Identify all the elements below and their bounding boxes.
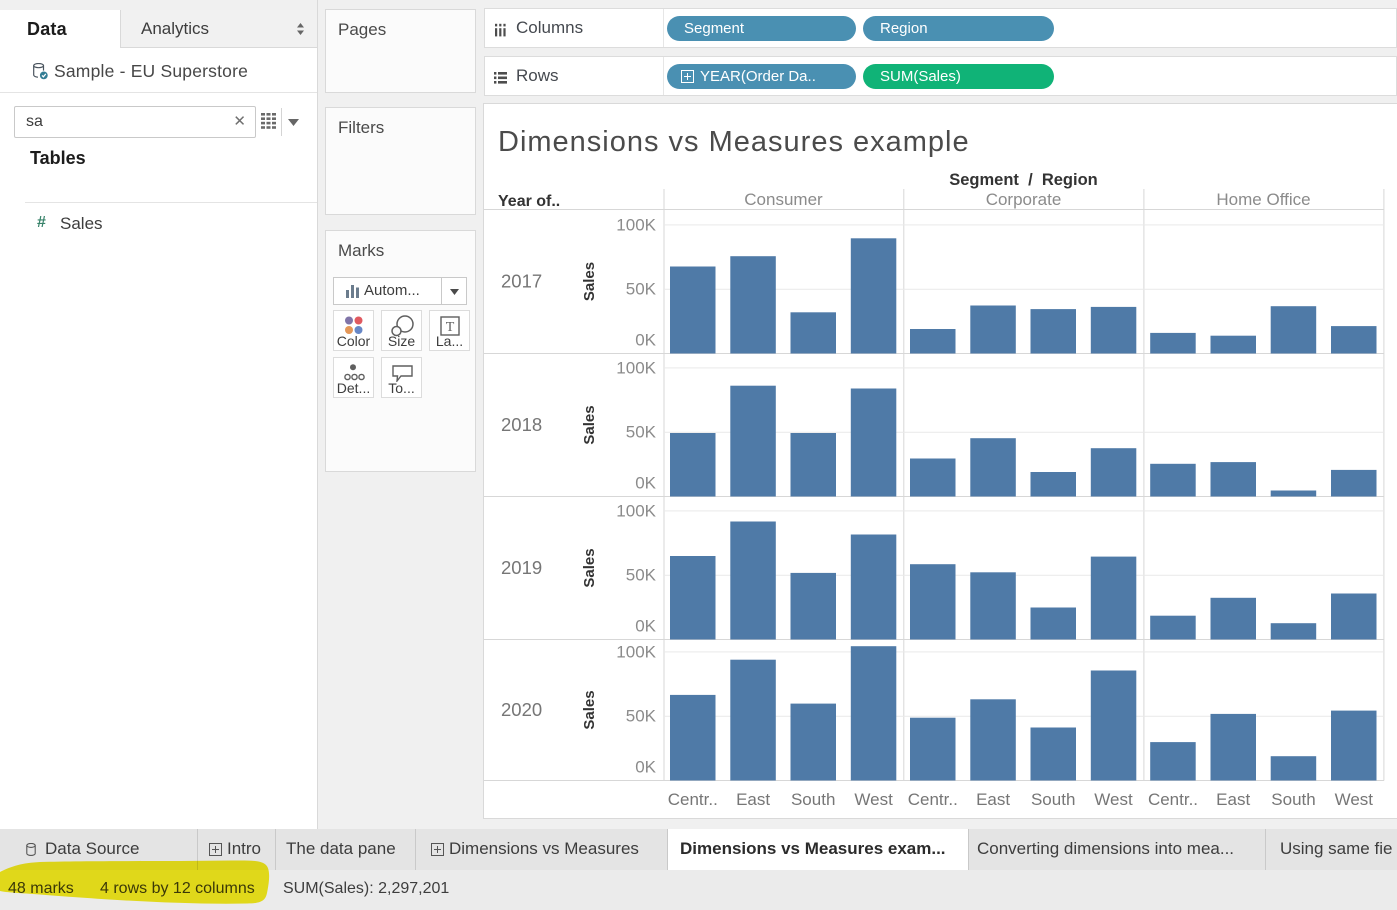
svg-text:100K: 100K bbox=[616, 502, 656, 521]
svg-text:South: South bbox=[791, 790, 835, 809]
svg-text:Centr..: Centr.. bbox=[1148, 790, 1198, 809]
svg-text:East: East bbox=[976, 790, 1010, 809]
svg-text:Sales: Sales bbox=[581, 262, 598, 301]
svg-text:West: West bbox=[854, 790, 893, 809]
svg-text:2017: 2017 bbox=[501, 271, 542, 292]
svg-text:100K: 100K bbox=[616, 216, 656, 235]
svg-text:East: East bbox=[736, 790, 770, 809]
svg-text:50K: 50K bbox=[626, 566, 657, 585]
svg-text:Home Office: Home Office bbox=[1216, 190, 1310, 209]
svg-text:West: West bbox=[1335, 790, 1374, 809]
svg-text:Year of..: Year of.. bbox=[498, 193, 560, 210]
svg-text:2019: 2019 bbox=[501, 557, 542, 578]
svg-text:0K: 0K bbox=[635, 758, 656, 777]
svg-text:50K: 50K bbox=[626, 423, 657, 442]
svg-text:2020: 2020 bbox=[501, 699, 542, 720]
svg-text:East: East bbox=[1216, 790, 1250, 809]
svg-text:Sales: Sales bbox=[581, 690, 598, 729]
svg-text:Centr..: Centr.. bbox=[668, 790, 718, 809]
svg-text:West: West bbox=[1094, 790, 1133, 809]
svg-text:0K: 0K bbox=[635, 331, 656, 350]
svg-text:South: South bbox=[1031, 790, 1075, 809]
svg-text:Sales: Sales bbox=[581, 405, 598, 444]
svg-text:2018: 2018 bbox=[501, 414, 542, 435]
svg-text:100K: 100K bbox=[616, 643, 656, 662]
svg-text:Corporate: Corporate bbox=[986, 190, 1062, 209]
svg-text:50K: 50K bbox=[626, 707, 657, 726]
svg-text:Centr..: Centr.. bbox=[908, 790, 958, 809]
svg-text:Sales: Sales bbox=[581, 548, 598, 587]
svg-text:100K: 100K bbox=[616, 359, 656, 378]
svg-text:0K: 0K bbox=[635, 474, 656, 493]
svg-text:Consumer: Consumer bbox=[744, 190, 823, 209]
svg-text:Dimensions vs Measures example: Dimensions vs Measures example bbox=[498, 126, 970, 158]
svg-text:50K: 50K bbox=[626, 280, 657, 299]
svg-text:T: T bbox=[446, 320, 455, 335]
svg-text:South: South bbox=[1271, 790, 1315, 809]
svg-text:Segment / Region: Segment / Region bbox=[949, 171, 1098, 189]
svg-text:0K: 0K bbox=[635, 617, 656, 636]
